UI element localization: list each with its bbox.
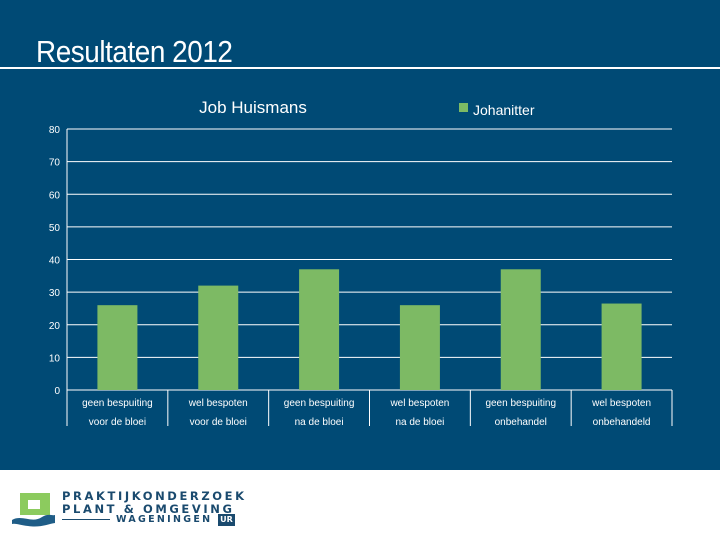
title-divider bbox=[0, 67, 720, 69]
y-tick-label: 0 bbox=[54, 386, 60, 397]
x-tick-label: onbehandel bbox=[495, 417, 547, 428]
logo-text-wageningen: WAGENINGEN bbox=[116, 514, 213, 525]
bar bbox=[500, 269, 541, 390]
bar bbox=[97, 305, 138, 390]
y-tick-label: 30 bbox=[49, 288, 61, 299]
bar bbox=[399, 305, 440, 390]
y-tick-label: 80 bbox=[49, 125, 61, 136]
y-tick-label: 20 bbox=[49, 321, 61, 332]
y-tick-label: 70 bbox=[49, 158, 61, 169]
legend-swatch bbox=[459, 103, 468, 112]
x-tick-label: geen bespuiting bbox=[82, 398, 153, 409]
bar bbox=[601, 303, 642, 390]
x-tick-label: wel bespoten bbox=[389, 398, 449, 409]
y-tick-label: 40 bbox=[49, 256, 61, 267]
y-tick-label: 10 bbox=[49, 353, 61, 364]
legend-label: Johanitter bbox=[473, 102, 535, 118]
y-tick-label: 60 bbox=[49, 190, 61, 201]
x-tick-label: voor de bloei bbox=[190, 417, 247, 428]
x-tick-label: geen bespuiting bbox=[284, 398, 355, 409]
x-tick-label: voor de bloei bbox=[89, 417, 146, 428]
praktijkonderzoek-logo-icon bbox=[12, 493, 55, 527]
x-tick-label: onbehandeld bbox=[593, 417, 651, 428]
x-tick-label: wel bespoten bbox=[591, 398, 651, 409]
logo-ur-badge: UR bbox=[218, 514, 235, 526]
footer: PRAKTIJKONDERZOEK PLANT & OMGEVING WAGEN… bbox=[0, 470, 720, 540]
bar-chart: Job Huismans Johanitter 0 10 20 30 40 50 60 70 8… bbox=[49, 98, 673, 428]
slide-title: Resultaten 2012 bbox=[36, 34, 233, 69]
x-tick-label: na de bloei bbox=[395, 417, 444, 428]
y-tick-label: 50 bbox=[49, 223, 61, 234]
logo-divider bbox=[62, 519, 110, 520]
bar bbox=[198, 285, 239, 390]
x-tick-label: na de bloei bbox=[295, 417, 344, 428]
chart-title: Job Huismans bbox=[199, 98, 307, 117]
logo-text-line1: PRAKTIJKONDERZOEK bbox=[62, 489, 247, 503]
x-tick-label: wel bespoten bbox=[188, 398, 248, 409]
bar bbox=[299, 269, 340, 390]
x-tick-label: geen bespuiting bbox=[485, 398, 556, 409]
logo-text-line2: PLANT & OMGEVING bbox=[62, 502, 235, 516]
